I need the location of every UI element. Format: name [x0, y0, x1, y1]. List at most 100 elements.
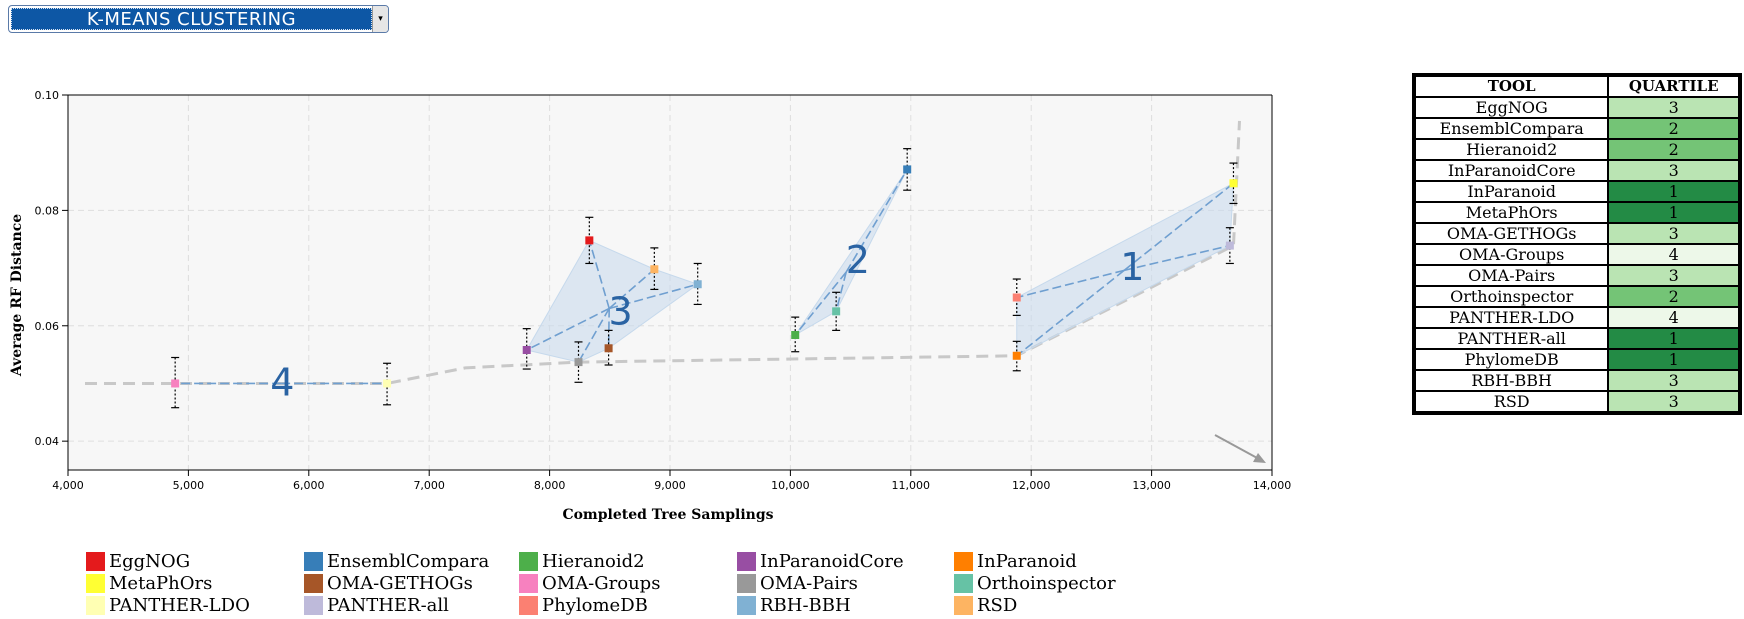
- table-row: EggNOG 3: [1412, 96, 1741, 119]
- column-header-quartile: QUARTILE: [1607, 74, 1741, 98]
- data-point-hieranoid2: [791, 331, 800, 339]
- legend-swatch: [304, 551, 323, 571]
- legend-label: PhylomeDB: [542, 594, 648, 616]
- y-tick-label: 0.08: [35, 204, 60, 217]
- data-point-inparanoid: [1012, 351, 1021, 360]
- legend-label: EggNOG: [109, 550, 191, 572]
- legend-swatch: [519, 595, 538, 615]
- legend-swatch: [954, 551, 973, 571]
- legend-swatch: [86, 573, 105, 593]
- cluster-spoke-3: [608, 283, 698, 310]
- legend-item: OMA-Pairs: [737, 572, 954, 594]
- legend-label: PANTHER-all: [327, 594, 449, 616]
- legend-label: InParanoidCore: [760, 550, 904, 572]
- selected-method-label: K-MEANS CLUSTERING: [11, 8, 372, 30]
- table-row: PANTHER-all 1: [1412, 327, 1741, 350]
- legend-swatch: [737, 551, 756, 571]
- x-tick-label: 4,000: [52, 479, 84, 492]
- quartile-cell: 4: [1607, 243, 1741, 266]
- x-tick-label: 7,000: [413, 479, 445, 492]
- cluster-spoke-3: [607, 308, 610, 349]
- legend-swatch: [954, 573, 973, 593]
- data-point-oma-groups: [171, 379, 180, 388]
- tool-cell: EnsemblCompara: [1412, 117, 1610, 140]
- quartile-cell: 2: [1607, 117, 1741, 140]
- table-header-row: TOOL QUARTILE: [1412, 74, 1741, 98]
- legend-label: OMA-Groups: [542, 572, 661, 594]
- x-tick-label: 11,000: [892, 479, 931, 492]
- legend-swatch: [304, 595, 323, 615]
- quartile-cell: 2: [1607, 285, 1741, 308]
- quartile-cell: 3: [1607, 264, 1741, 287]
- data-point-metaphors: [1229, 179, 1238, 188]
- quartile-cell: 4: [1607, 306, 1741, 329]
- arrow-head: [1253, 453, 1266, 463]
- quartile-cell: 3: [1607, 369, 1741, 392]
- legend-label: RSD: [977, 594, 1018, 616]
- cluster-hull-2: [794, 169, 908, 336]
- data-point-inparanoidcore: [522, 346, 531, 354]
- tool-cell: MetaPhOrs: [1412, 201, 1610, 224]
- legend-item: Orthoinspector: [954, 572, 1154, 594]
- legend-swatch: [954, 595, 973, 615]
- quartile-cell: 1: [1607, 348, 1741, 371]
- x-tick-label: 8,000: [534, 479, 566, 492]
- quartile-cell: 3: [1607, 159, 1741, 182]
- tool-cell: PANTHER-all: [1412, 327, 1610, 350]
- legend-swatch: [86, 551, 105, 571]
- legend-label: OMA-Pairs: [760, 572, 858, 594]
- table-row: Hieranoid2 2: [1412, 138, 1741, 161]
- table-row: RSD 3: [1412, 390, 1741, 414]
- column-header-tool: TOOL: [1412, 74, 1610, 98]
- legend-swatch: [519, 573, 538, 593]
- tool-cell: PhylomeDB: [1412, 348, 1610, 371]
- tool-cell: Hieranoid2: [1412, 138, 1610, 161]
- scatter-chart: 1 2 3 4 4,000 5,000 6,000 7,000 8,000 9,000 10,00…: [9, 89, 1291, 523]
- cluster-label-3: 3: [609, 289, 633, 333]
- legend-label: Hieranoid2: [542, 550, 645, 572]
- cluster-spoke-1: [1123, 244, 1231, 272]
- legend-item: RSD: [954, 594, 1154, 616]
- legend-item: PANTHER-LDO: [86, 594, 304, 616]
- legend-item: EnsemblCompara: [304, 550, 519, 572]
- table-row: PhylomeDB 1: [1412, 348, 1741, 371]
- legend-item: InParanoidCore: [737, 550, 954, 572]
- chart-legend: EggNOG EnsemblCompara Hieranoid2 InParanoid…: [86, 550, 1186, 616]
- cluster-spoke-1: [1016, 269, 1125, 299]
- legend-item: OMA-GETHOGs: [304, 572, 519, 594]
- cluster-spoke-3: [526, 307, 610, 351]
- table-row: RBH-BBH 3: [1412, 369, 1741, 392]
- cluster-spoke-3: [588, 240, 610, 309]
- x-tick-label: 9,000: [654, 479, 686, 492]
- clustering-method-select[interactable]: K-MEANS CLUSTERING ▾: [8, 5, 389, 33]
- table-row: InParanoidCore 3: [1412, 159, 1741, 182]
- x-tick-label: 5,000: [173, 479, 205, 492]
- legend-item: RBH-BBH: [737, 594, 954, 616]
- tool-cell: RSD: [1412, 390, 1610, 414]
- y-tick-label: 0.10: [35, 89, 60, 102]
- data-point-orthoinspector: [832, 307, 841, 316]
- table-row: EnsemblCompara 2: [1412, 117, 1741, 140]
- table-row: OMA-Groups 4: [1412, 243, 1741, 266]
- data-point-rbh-bbh: [693, 280, 702, 289]
- cluster-label-1: 1: [1120, 245, 1144, 289]
- legend-item: OMA-Groups: [519, 572, 737, 594]
- quartile-cell: 3: [1607, 390, 1741, 414]
- table-row: Orthoinspector 2: [1412, 285, 1741, 308]
- legend-label: Orthoinspector: [977, 572, 1116, 594]
- legend-swatch: [86, 595, 105, 615]
- legend-item: MetaPhOrs: [86, 572, 304, 594]
- table-row: PANTHER-LDO 4: [1412, 306, 1741, 329]
- y-tick-label: 0.06: [35, 320, 60, 333]
- tool-cell: OMA-GETHOGs: [1412, 222, 1610, 245]
- better-direction-arrow: [1214, 434, 1266, 463]
- chevron-down-icon[interactable]: ▾: [372, 6, 388, 32]
- cluster-spoke-3: [608, 268, 655, 310]
- x-axis-title: Completed Tree Samplings: [562, 507, 773, 523]
- legend-item: Hieranoid2: [519, 550, 737, 572]
- table-row: OMA-Pairs 3: [1412, 264, 1741, 287]
- legend-label: OMA-GETHOGs: [327, 572, 473, 594]
- legend-label: InParanoid: [977, 550, 1077, 572]
- quartile-cell: 3: [1607, 96, 1741, 119]
- data-point-panther-all: [1225, 241, 1234, 250]
